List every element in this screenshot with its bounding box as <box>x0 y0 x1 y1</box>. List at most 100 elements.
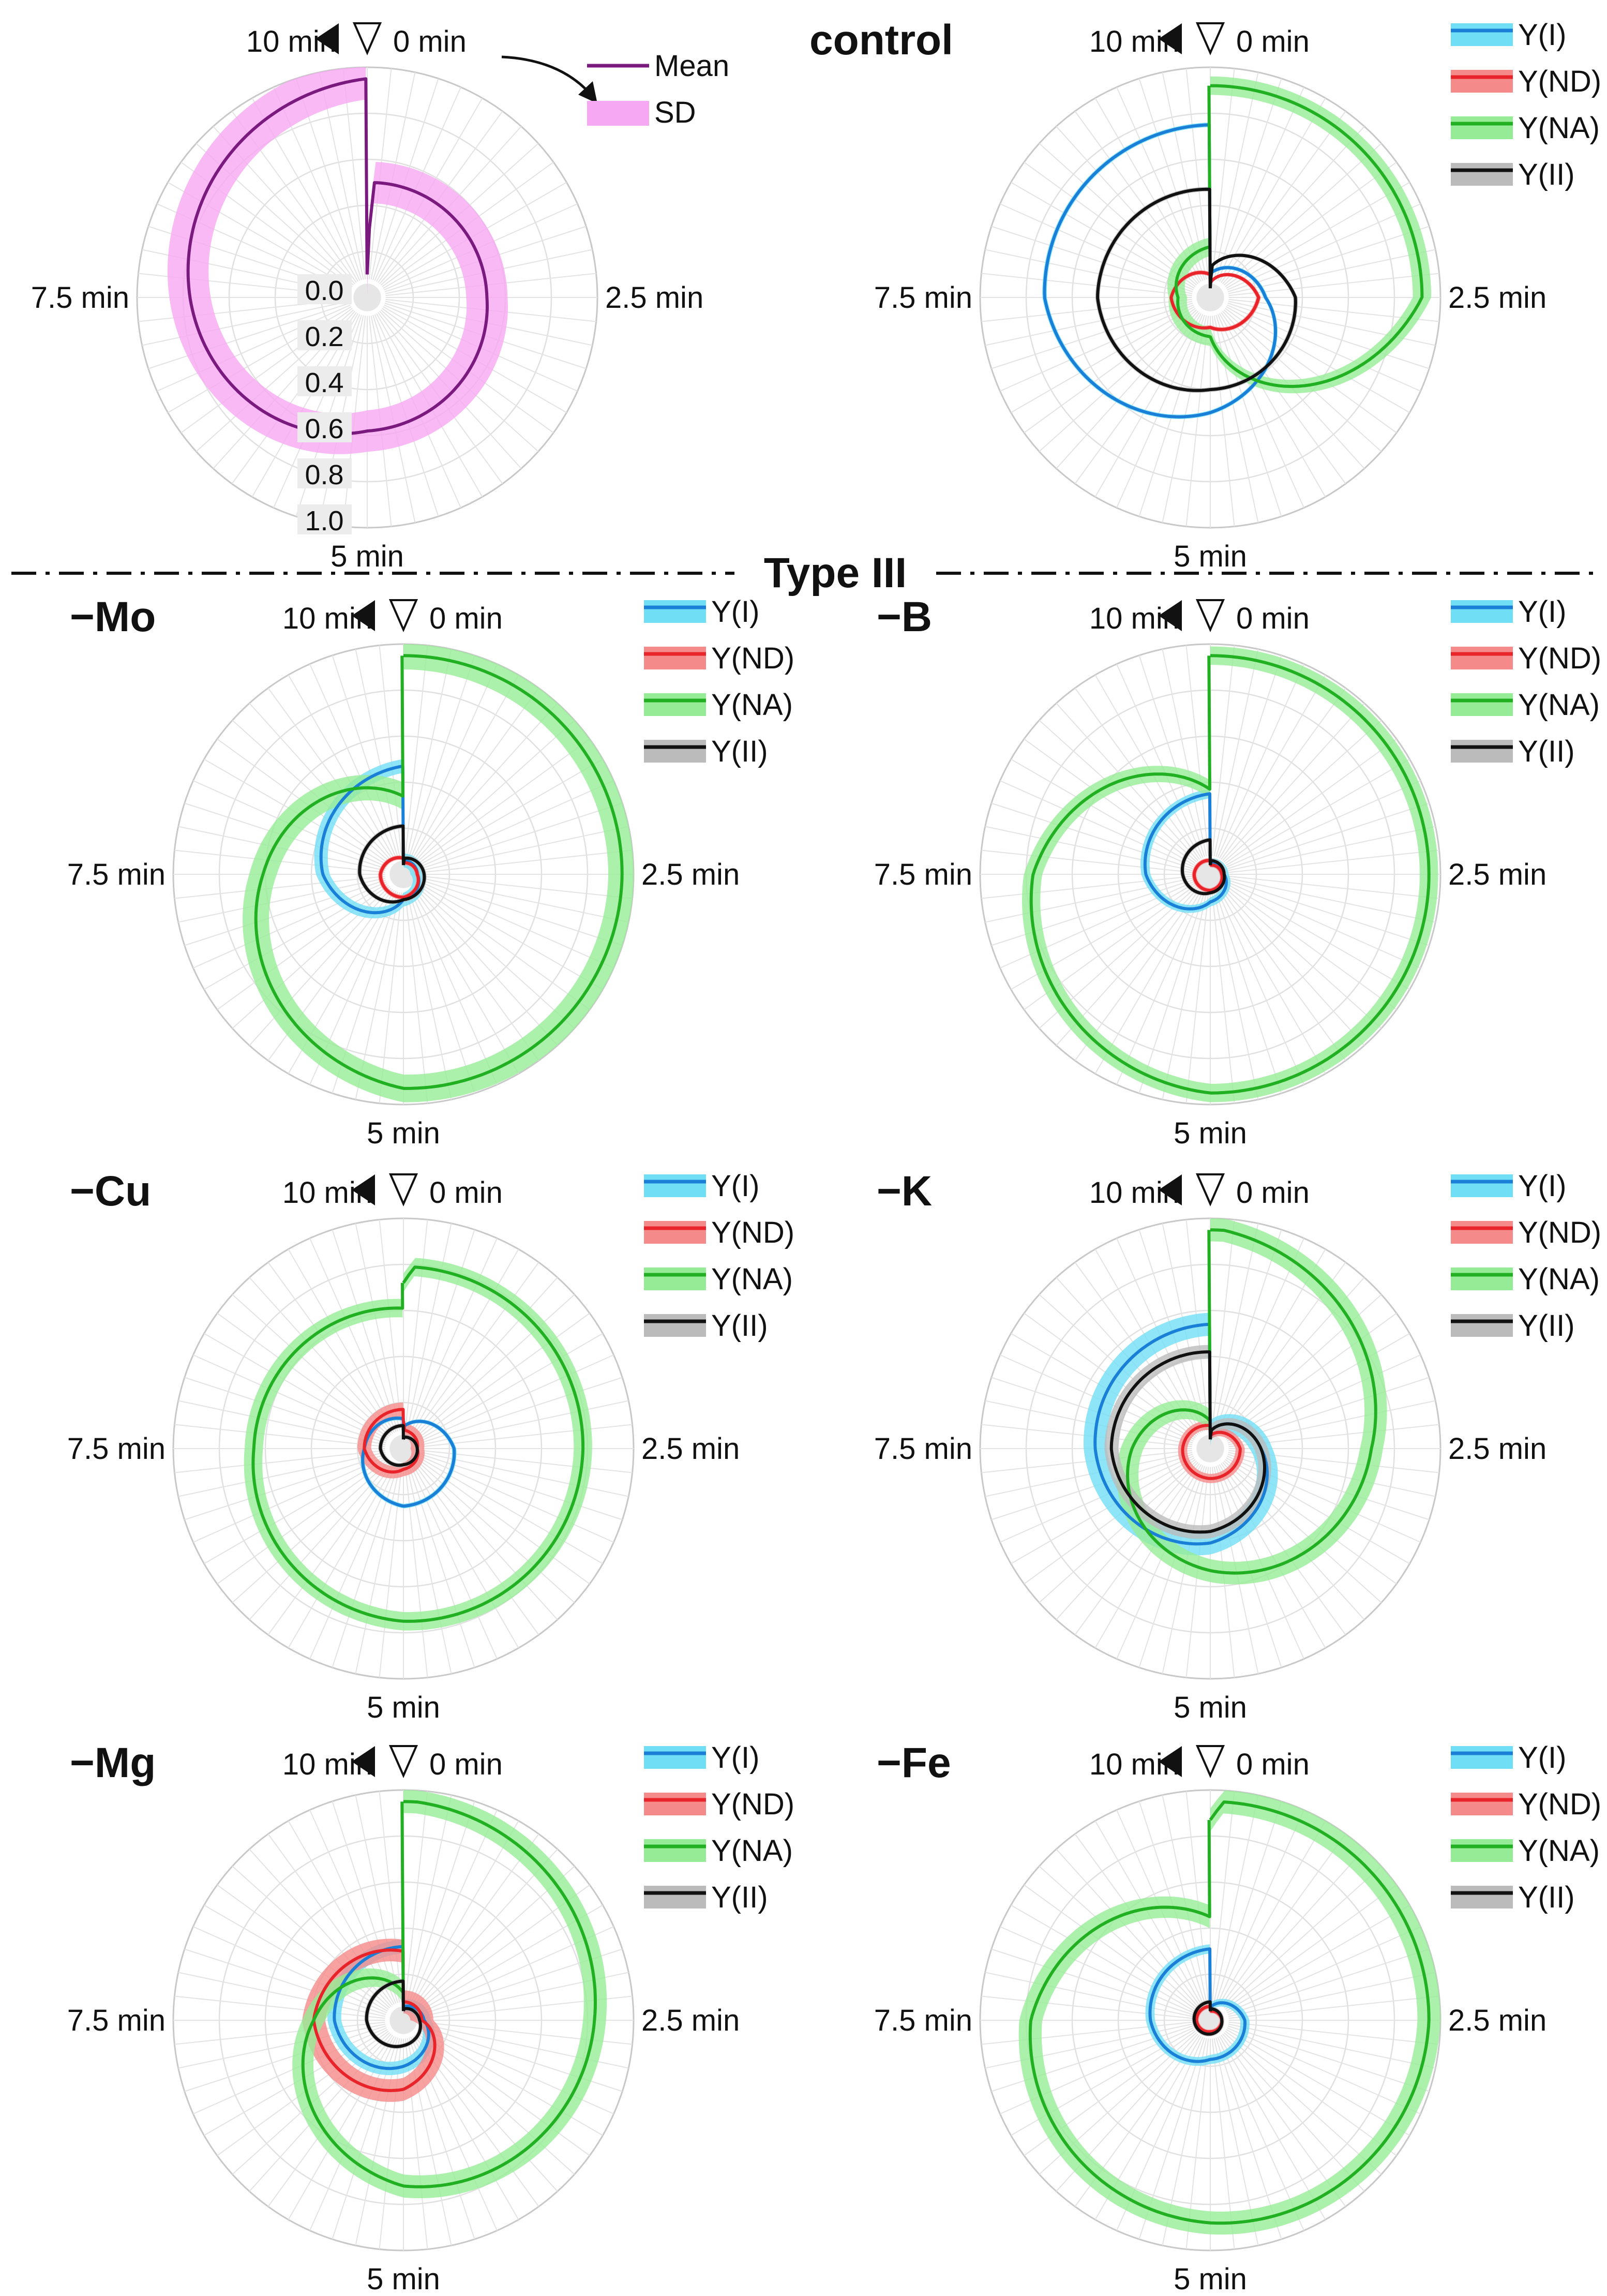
grid-spoke <box>1228 875 1439 899</box>
grid-spoke <box>1227 1354 1421 1442</box>
grid-spoke <box>414 1833 539 2006</box>
legend-label: Y(NA) <box>1518 111 1600 145</box>
grid-spoke <box>1225 2031 1397 2156</box>
grid-spoke <box>1221 688 1346 860</box>
grid-spoke <box>204 1904 388 2012</box>
legend-label: Y(ND) <box>1518 1216 1601 1249</box>
grid-spoke <box>1215 1229 1282 1432</box>
time-label-top-right: 0 min <box>1236 602 1310 635</box>
end-marker-icon <box>1159 23 1182 54</box>
grid-spoke <box>1217 87 1304 281</box>
series-line-y-na- <box>1126 1228 1377 1575</box>
time-label-left: 7.5 min <box>31 281 129 315</box>
grid-spoke <box>1227 1926 1421 2014</box>
time-label-right: 2.5 min <box>1448 858 1546 891</box>
radial-tick-bg <box>297 366 352 396</box>
legend-band-swatch <box>644 1174 706 1197</box>
panel-title: −B <box>877 593 932 640</box>
grid-spoke <box>267 1463 393 1635</box>
series-line-y-nd- <box>1192 859 1224 892</box>
grid-spoke <box>407 892 452 1100</box>
grid-spoke <box>1221 2035 1346 2207</box>
grid-spoke <box>184 1377 386 1443</box>
grid-spoke <box>1228 849 1439 873</box>
time-label-right: 2.5 min <box>641 1432 740 1466</box>
series-line-y-nd- <box>1169 271 1260 331</box>
grid-spoke <box>420 780 614 868</box>
series-line-y-na- <box>1028 1800 1431 2225</box>
grid-spoke <box>174 2021 385 2045</box>
grid-spoke <box>985 1452 1193 1497</box>
grid-spoke <box>193 881 387 968</box>
grid-spoke <box>1215 315 1282 517</box>
grid-spoke <box>1225 1459 1397 1585</box>
legend-label: Y(I) <box>711 1169 759 1203</box>
legend-label: Y(ND) <box>711 1787 794 1821</box>
radial-tick-label: 0.2 <box>305 321 343 352</box>
grid-spoke <box>288 1249 395 1433</box>
time-label-bottom: 5 min <box>1174 1691 1247 1724</box>
grid-spoke <box>1056 310 1198 469</box>
legend-band-swatch <box>1451 740 1513 763</box>
grid-spoke <box>1223 143 1382 286</box>
grid-spoke <box>1116 1465 1204 1659</box>
grid-spoke <box>232 1294 391 1437</box>
grid-spoke <box>1217 2037 1304 2231</box>
grid-spoke <box>178 1400 386 1445</box>
grid-spoke <box>1228 1972 1436 2017</box>
grid-spoke <box>1185 1791 1209 2002</box>
grid-spoke <box>1217 891 1304 1085</box>
grid-spoke <box>1074 312 1200 484</box>
legend-band-swatch <box>1451 70 1513 93</box>
grid-spoke <box>410 1810 498 2004</box>
time-label-left: 7.5 min <box>67 1432 166 1466</box>
radial-tick-label: 0.0 <box>305 275 343 306</box>
grid-spoke <box>1024 1884 1196 2010</box>
grid-spoke <box>1221 1463 1346 1635</box>
series-line-y-ii- <box>379 1424 419 1467</box>
time-label-right: 2.5 min <box>605 281 703 315</box>
grid-spoke <box>379 892 402 1104</box>
time-label-right: 2.5 min <box>641 2004 740 2037</box>
grid-spoke <box>981 1995 1192 2019</box>
grid-spoke <box>232 1460 391 1603</box>
start-marker-icon <box>388 599 418 632</box>
grid-spoke <box>416 2032 575 2175</box>
end-marker-icon <box>352 600 375 631</box>
grid-spoke <box>412 675 519 859</box>
legend-label: Y(II) <box>711 735 768 768</box>
time-label-top-right: 0 min <box>1236 1748 1310 1781</box>
grid-spoke <box>409 1801 475 2003</box>
legend-label: Y(ND) <box>711 1216 794 1249</box>
radial-tick-label: 0.4 <box>305 367 343 398</box>
grid-spoke <box>1227 2025 1430 2092</box>
end-marker-icon <box>352 1746 375 1777</box>
grid-spoke <box>416 1294 575 1437</box>
grid-spoke <box>1039 1460 1197 1603</box>
grid-spoke <box>981 273 1192 296</box>
radial-tick-bg <box>297 458 352 488</box>
series-line-y-na- <box>1175 84 1424 388</box>
grid-spoke <box>204 1457 388 1564</box>
grid-spoke <box>1211 68 1235 279</box>
grid-spoke <box>1162 649 1207 857</box>
grid-spoke <box>1226 1457 1410 1564</box>
legend-label: Y(NA) <box>711 688 793 722</box>
grid-spoke <box>1213 649 1259 857</box>
grid-spoke <box>1225 161 1397 287</box>
legend-label: Mean <box>654 49 729 83</box>
grid-spoke <box>421 877 629 923</box>
time-label-bottom: 5 min <box>367 1691 440 1724</box>
series-line-y-nd- <box>312 1948 437 2092</box>
grid-spoke <box>985 249 1193 294</box>
legend-band-swatch <box>1451 600 1513 623</box>
grid-spoke <box>420 881 614 968</box>
grid-spoke <box>1011 306 1195 413</box>
grid-spoke <box>409 1229 475 1432</box>
legend-band-swatch <box>644 1746 706 1769</box>
grid-spoke <box>1223 1460 1382 1603</box>
grid-spoke <box>379 1467 402 1678</box>
grid-spoke <box>418 2031 590 2156</box>
